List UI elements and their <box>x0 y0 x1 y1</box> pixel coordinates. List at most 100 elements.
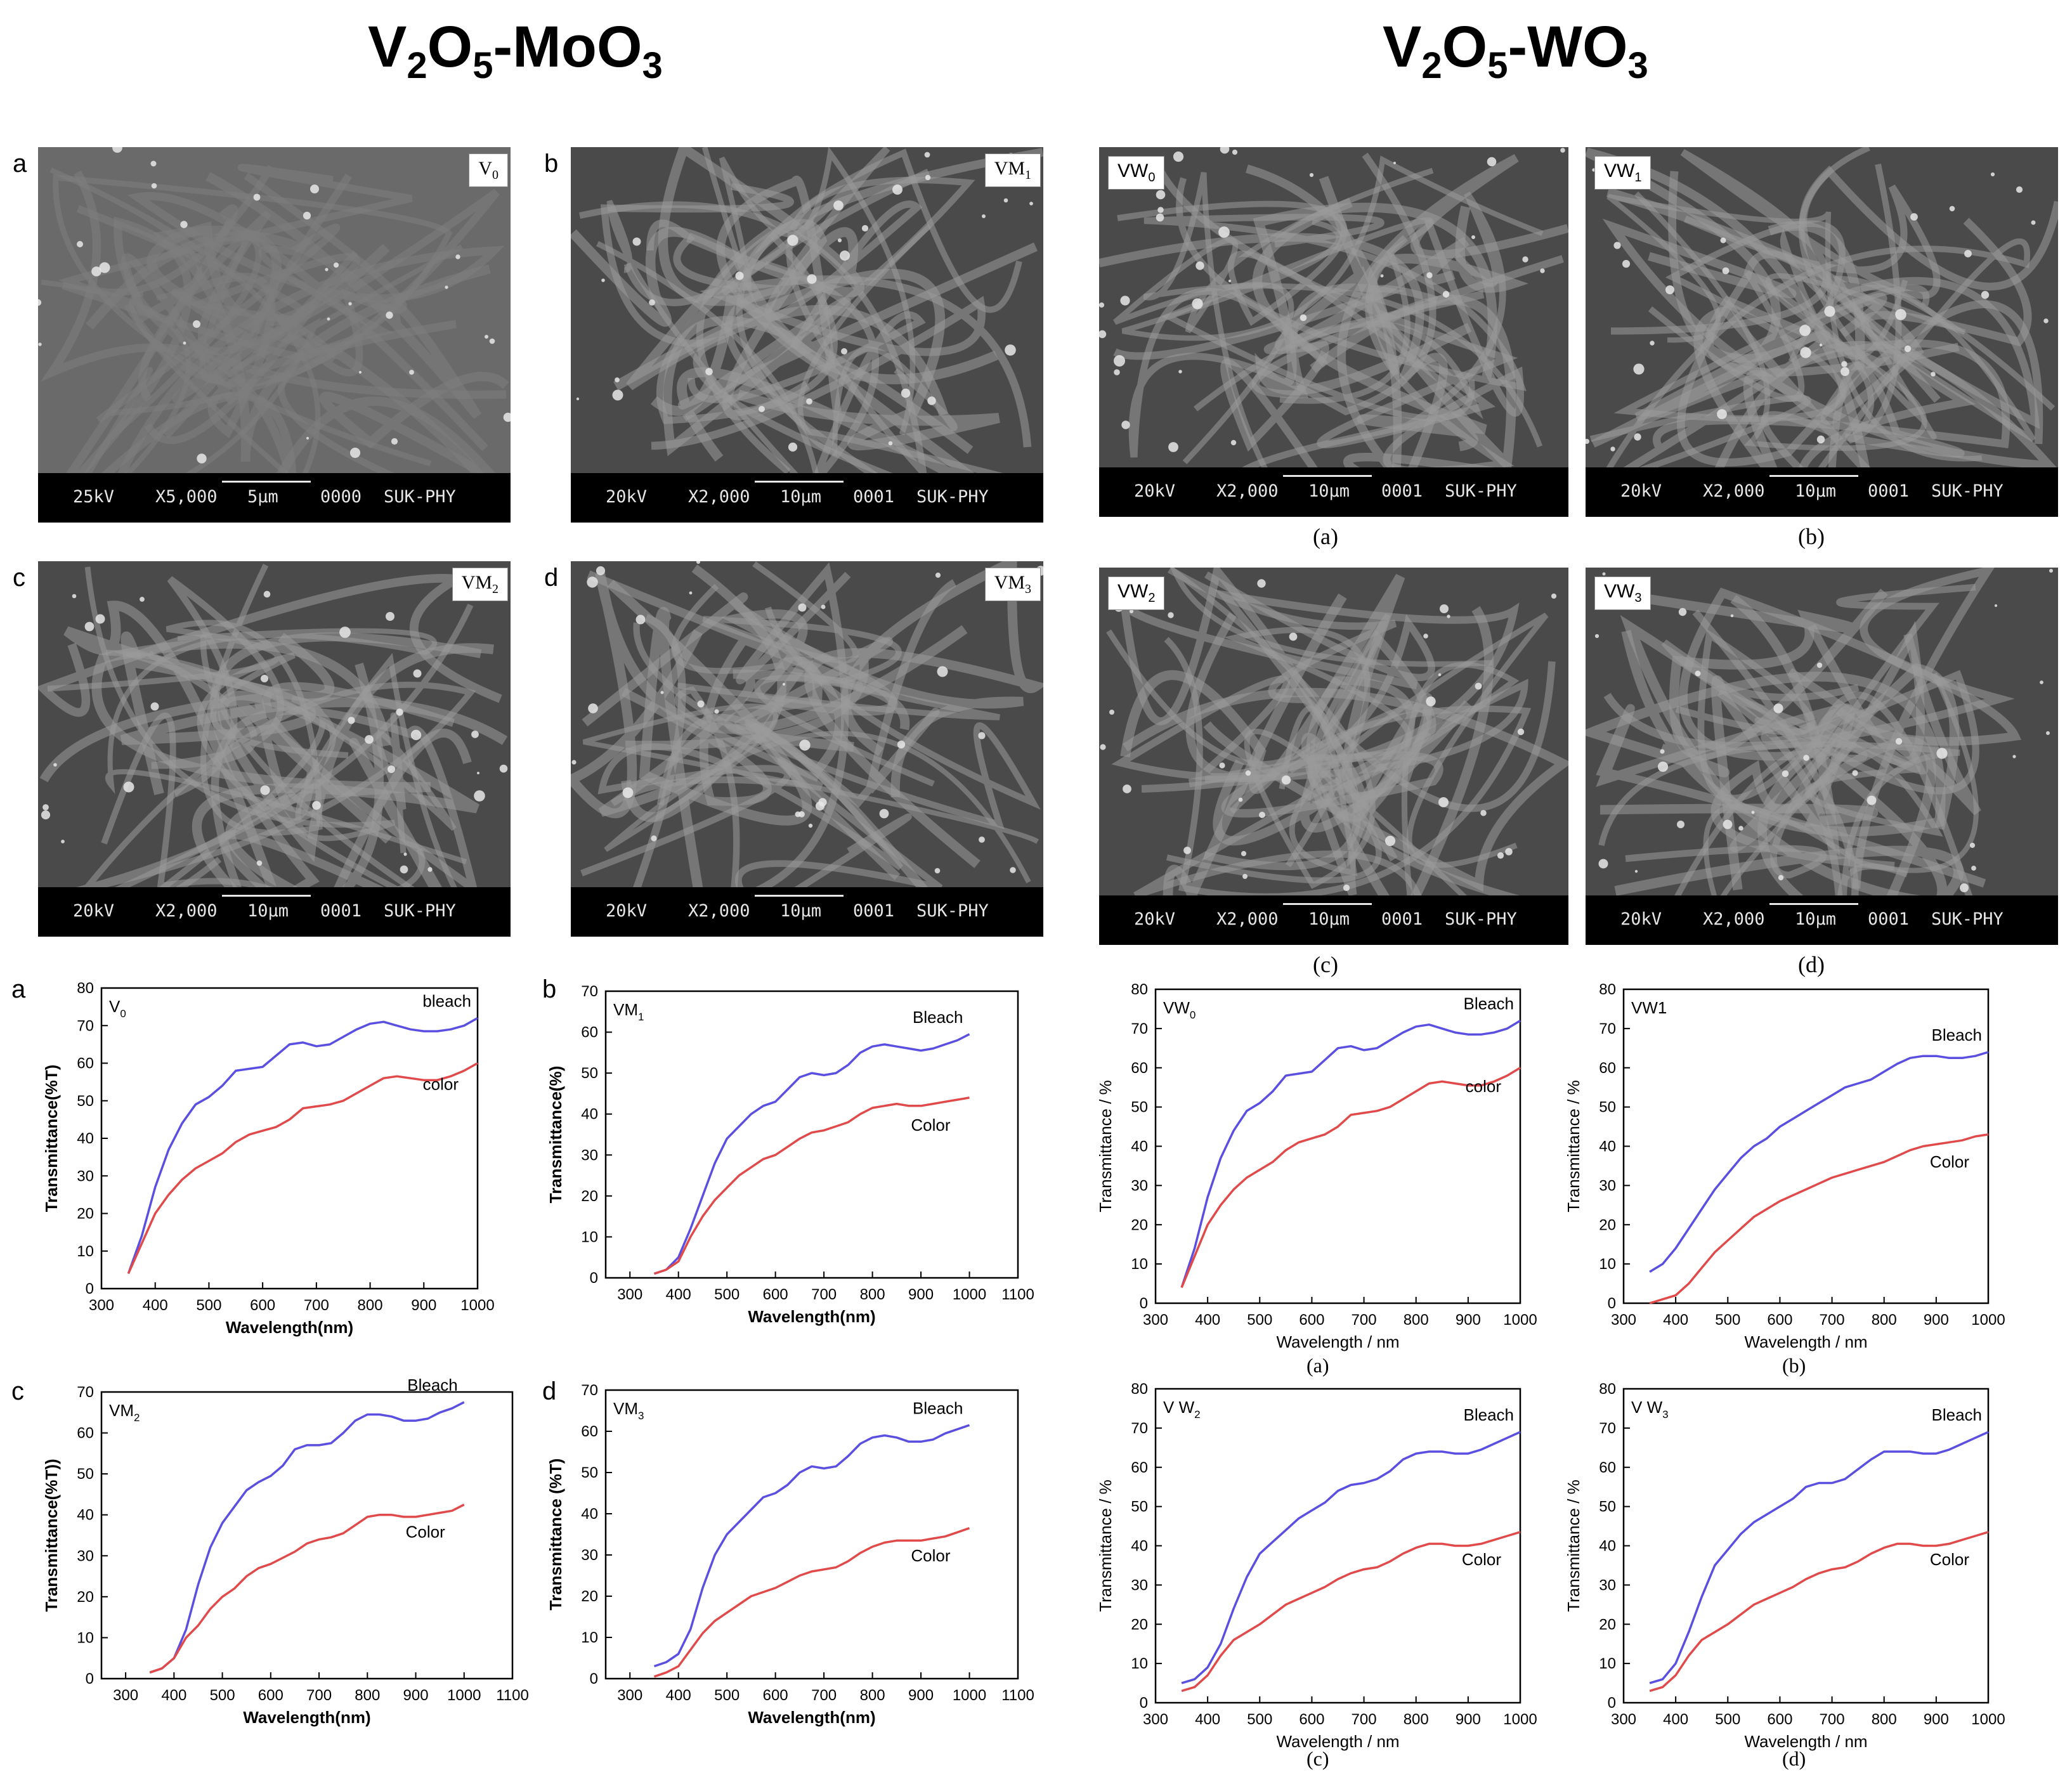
sem-lab-label: SUK-PHY <box>916 901 989 921</box>
y-tick-label: 0 <box>1608 1295 1616 1312</box>
color-label: color <box>1466 1077 1502 1096</box>
x-tick-label: 300 <box>1143 1311 1168 1329</box>
y-tick-label: 40 <box>581 1106 598 1123</box>
sem-scale-label: 10µm <box>780 901 822 921</box>
y-tick-label: 50 <box>581 1464 598 1481</box>
plot-frame <box>100 987 479 1290</box>
series-line-color <box>653 1527 970 1678</box>
chart-caption: (a) <box>1306 1354 1329 1377</box>
y-tick-label: 20 <box>581 1188 598 1205</box>
sem-voltage: 20kV <box>73 901 115 921</box>
x-axis-label: Wavelength / nm <box>1744 1732 1867 1751</box>
x-tick-label: 400 <box>1663 1311 1688 1329</box>
sem-scale-label: 10µm <box>1308 481 1350 501</box>
sem-image-code: 0001 <box>1868 481 1910 501</box>
series-line-bleach <box>653 1424 970 1668</box>
x-tick-label: 500 <box>210 1687 235 1704</box>
y-tick-label: 40 <box>1131 1138 1148 1155</box>
y-axis-label: Transmittance(%T) <box>42 1065 61 1213</box>
sem-texture <box>1586 147 2058 517</box>
y-tick-label: 80 <box>1599 981 1616 998</box>
y-axis-label: Transmittance / % <box>1564 1080 1583 1213</box>
chart-panel-letter: b <box>542 975 557 1003</box>
sem-magnification: X2,000 <box>1703 909 1765 929</box>
x-tick-label: 500 <box>1715 1311 1740 1329</box>
x-tick-label: 400 <box>666 1687 691 1704</box>
x-tick-label: 400 <box>143 1297 168 1314</box>
sample-label: VW1 <box>1631 998 1667 1017</box>
plot-frame <box>100 1391 514 1680</box>
chart-ch-a: 300 400 500 600 700 800 900 1000 0 10 20 30 40 50 60 70… <box>42 980 495 1337</box>
sem-magnification: X2,000 <box>688 487 750 507</box>
x-tick-label: 300 <box>617 1286 642 1303</box>
x-tick-label: 900 <box>411 1297 436 1314</box>
sem-image-4: VM3 20kV X2,000 10µm 0001 SUK-PHY <box>571 561 1043 937</box>
sem-scale-bar <box>222 895 311 897</box>
x-tick-label: 900 <box>1456 1711 1481 1728</box>
bleach-label: Bleach <box>1464 994 1515 1013</box>
y-tick-label: 60 <box>1599 1060 1616 1077</box>
x-tick-label: 1100 <box>1001 1286 1034 1303</box>
y-axis-label: Transmittance / % <box>1564 1480 1583 1612</box>
x-tick-label: 700 <box>1352 1711 1377 1728</box>
sem-sample-label: VW1 <box>1594 156 1652 190</box>
plot-frame <box>604 1389 1019 1680</box>
sem-info-bar: 20kV X2,000 10µm 0001 SUK-PHY <box>1586 895 2058 945</box>
chart-ch-h: 300 400 500 600 700 800 900 1000 0 10 20 30 40 50 60 70… <box>1564 1381 2005 1751</box>
y-tick-label: 60 <box>581 1423 598 1440</box>
sem-texture <box>38 561 511 937</box>
series-line-color <box>1180 1067 1521 1288</box>
x-tick-label: 700 <box>306 1687 332 1704</box>
series-line-bleach <box>653 1033 970 1275</box>
chart-ch-f: 300 400 500 600 700 800 900 1000 0 10 20 30 40 50 60 70… <box>1564 981 2005 1351</box>
y-tick-label: 70 <box>1131 1020 1148 1037</box>
y-tick-label: 10 <box>1599 1655 1616 1672</box>
sample-label: VM2 <box>109 1401 140 1424</box>
sem-image-code: 0000 <box>320 487 362 507</box>
sem-scale-label: 10µm <box>1795 909 1837 929</box>
y-tick-label: 10 <box>77 1243 94 1260</box>
y-tick-label: 30 <box>1131 1177 1148 1194</box>
sem-lab-label: SUK-PHY <box>1445 481 1517 501</box>
sem-panel-caption: (a) <box>1313 524 1338 549</box>
color-label: color <box>423 1075 459 1094</box>
y-tick-label: 70 <box>1599 1020 1616 1037</box>
x-tick-label: 1100 <box>1001 1687 1034 1704</box>
bleach-label: Bleach <box>1932 1405 1983 1424</box>
y-tick-label: 20 <box>1131 1216 1148 1233</box>
x-tick-label: 600 <box>1299 1311 1324 1329</box>
y-tick-label: 40 <box>581 1506 598 1523</box>
sem-panel-letter: c <box>13 564 25 592</box>
sem-info-bar: 20kV X2,000 10µm 0001 SUK-PHY <box>1099 895 1568 945</box>
y-tick-label: 30 <box>77 1167 94 1185</box>
sem-scale-label: 10µm <box>1308 909 1350 929</box>
sem-texture <box>1099 568 1568 945</box>
sem-lab-label: SUK-PHY <box>384 901 456 921</box>
sem-scale-bar <box>755 895 844 897</box>
x-tick-label: 600 <box>250 1297 275 1314</box>
series-line-color <box>1181 1531 1521 1693</box>
chart-caption: (b) <box>1782 1354 1806 1377</box>
x-tick-label: 300 <box>113 1687 138 1704</box>
series-line-color <box>127 1062 478 1275</box>
y-tick-label: 50 <box>77 1466 94 1483</box>
series-line-color <box>653 1096 970 1275</box>
y-tick-label: 30 <box>1131 1577 1148 1594</box>
sem-texture <box>38 147 511 523</box>
chart-ch-c: 300 400 500 600 700 800 900 1000 1100 0 10 20 30 40 50… <box>42 1376 529 1727</box>
sem-image-6: VW1 20kV X2,000 10µm 0001 SUK-PHY <box>1586 147 2058 517</box>
x-tick-label: 300 <box>617 1687 642 1704</box>
x-tick-label: 500 <box>1247 1711 1272 1728</box>
bleach-label: Bleach <box>913 1008 963 1027</box>
x-axis-label: Wavelength / nm <box>1744 1332 1867 1351</box>
sem-voltage: 20kV <box>606 901 648 921</box>
sem-panel-letter: a <box>13 150 27 178</box>
x-tick-label: 300 <box>1611 1311 1636 1329</box>
x-axis-label: Wavelength(nm) <box>243 1708 370 1727</box>
x-tick-label: 600 <box>1767 1311 1792 1329</box>
color-label: Color <box>911 1546 950 1565</box>
x-tick-label: 900 <box>1924 1311 1949 1329</box>
sem-lab-label: SUK-PHY <box>1931 909 2004 929</box>
sem-voltage: 25kV <box>73 487 115 507</box>
x-tick-label: 700 <box>1820 1311 1845 1329</box>
